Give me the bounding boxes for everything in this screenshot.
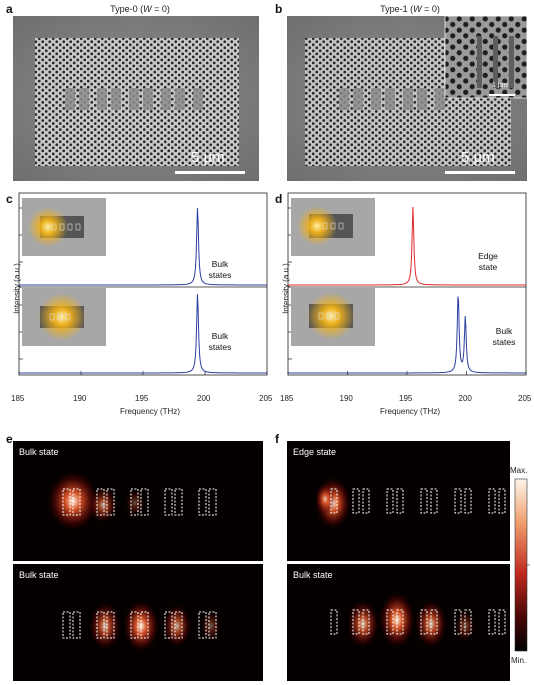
- panel-a-title: Type-0 (W = 0): [110, 4, 170, 14]
- inset-scale-bar: [489, 94, 515, 96]
- d-lower-series: [288, 296, 526, 374]
- d-upper-inset: [291, 198, 375, 256]
- c-xtick-label: 185: [11, 394, 25, 403]
- c-lower-inset: [22, 288, 106, 346]
- f-top-label: Edge state: [293, 447, 337, 457]
- scale-label-b: 5 µm: [461, 149, 495, 166]
- field-map-e-bottom: Bulk state: [13, 564, 263, 681]
- d-upper-series: [288, 206, 526, 286]
- field-map-f-bottom: Bulk state: [287, 564, 510, 681]
- panel-label-f: f: [275, 432, 279, 446]
- d-xtick-label: 200: [458, 394, 472, 403]
- inset-scale-label: 1 µm: [492, 82, 508, 89]
- scale-bar: [445, 171, 515, 174]
- c-xlabel: Frequency (THz): [119, 407, 180, 416]
- c-xtick-label: 195: [135, 394, 149, 403]
- d-xtick-label: 195: [399, 394, 413, 403]
- c-xtick-label: 205: [259, 394, 273, 403]
- c-xtick-label: 190: [73, 394, 87, 403]
- c-lower-series: [19, 294, 267, 374]
- d-xlabel: Frequency (THz): [379, 407, 440, 416]
- panel-label-e: e: [6, 432, 13, 446]
- panel-b-title: Type-1 (W = 0): [380, 4, 440, 14]
- chart-d: [287, 192, 527, 376]
- field-map-e-top: Bulk state: [13, 441, 263, 561]
- panel-label-b: b: [275, 2, 283, 16]
- colorbar-max-label: Max.: [510, 466, 528, 475]
- c-lower-annotation: Bulk states: [208, 331, 232, 352]
- c-upper-series: [19, 208, 267, 286]
- chart-c: [18, 192, 268, 376]
- colorbar-min-label: Min.: [511, 656, 527, 665]
- panel-label-d: d: [275, 192, 283, 206]
- e-top-label: Bulk state: [19, 447, 59, 457]
- d-lower-inset: [291, 288, 375, 346]
- scale-bar: [175, 171, 245, 174]
- c-upper-annotation: Bulk states: [208, 259, 232, 280]
- f-bottom-label: Bulk state: [293, 570, 333, 580]
- d-upper-annotation: Edge state: [478, 251, 498, 272]
- d-xtick-label: 190: [339, 394, 353, 403]
- sem-image-type0: 5 µm: [13, 16, 259, 181]
- c-upper-inset: [22, 198, 106, 256]
- e-bottom-label: Bulk state: [19, 570, 59, 580]
- d-lower-annotation: Bulk states: [492, 326, 516, 347]
- d-xtick-label: 205: [518, 394, 532, 403]
- field-map-f-top: Edge state: [287, 441, 510, 561]
- colorbar: [514, 478, 530, 652]
- d-xtick-label: 185: [280, 394, 294, 403]
- panel-label-a: a: [6, 2, 13, 16]
- scale-label-a: 5 µm: [191, 149, 225, 166]
- c-xtick-label: 200: [197, 394, 211, 403]
- panel-label-c: c: [6, 192, 13, 206]
- sem-image-type1: 1 µm 5 µm: [287, 16, 527, 181]
